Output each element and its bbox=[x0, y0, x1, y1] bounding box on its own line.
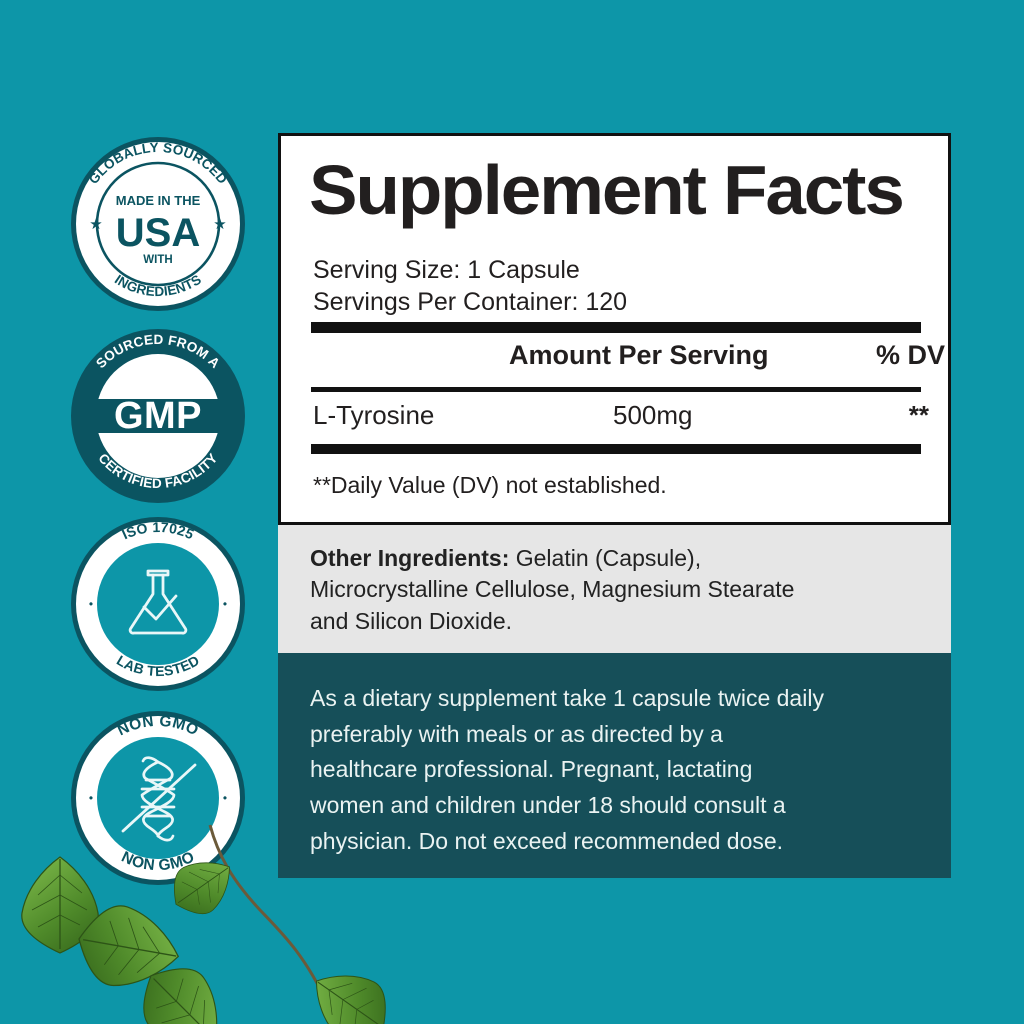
svg-text:•: • bbox=[89, 597, 93, 611]
svg-text:MADE IN THE: MADE IN THE bbox=[116, 193, 201, 208]
svg-text:•: • bbox=[89, 791, 93, 805]
svg-text:•: • bbox=[223, 791, 227, 805]
svg-text:★: ★ bbox=[213, 216, 226, 233]
svg-text:★: ★ bbox=[89, 216, 102, 233]
svg-text:WITH: WITH bbox=[143, 254, 172, 266]
svg-text:•: • bbox=[223, 597, 227, 611]
svg-text:GMP: GMP bbox=[114, 395, 202, 437]
svg-text:USA: USA bbox=[116, 211, 200, 255]
